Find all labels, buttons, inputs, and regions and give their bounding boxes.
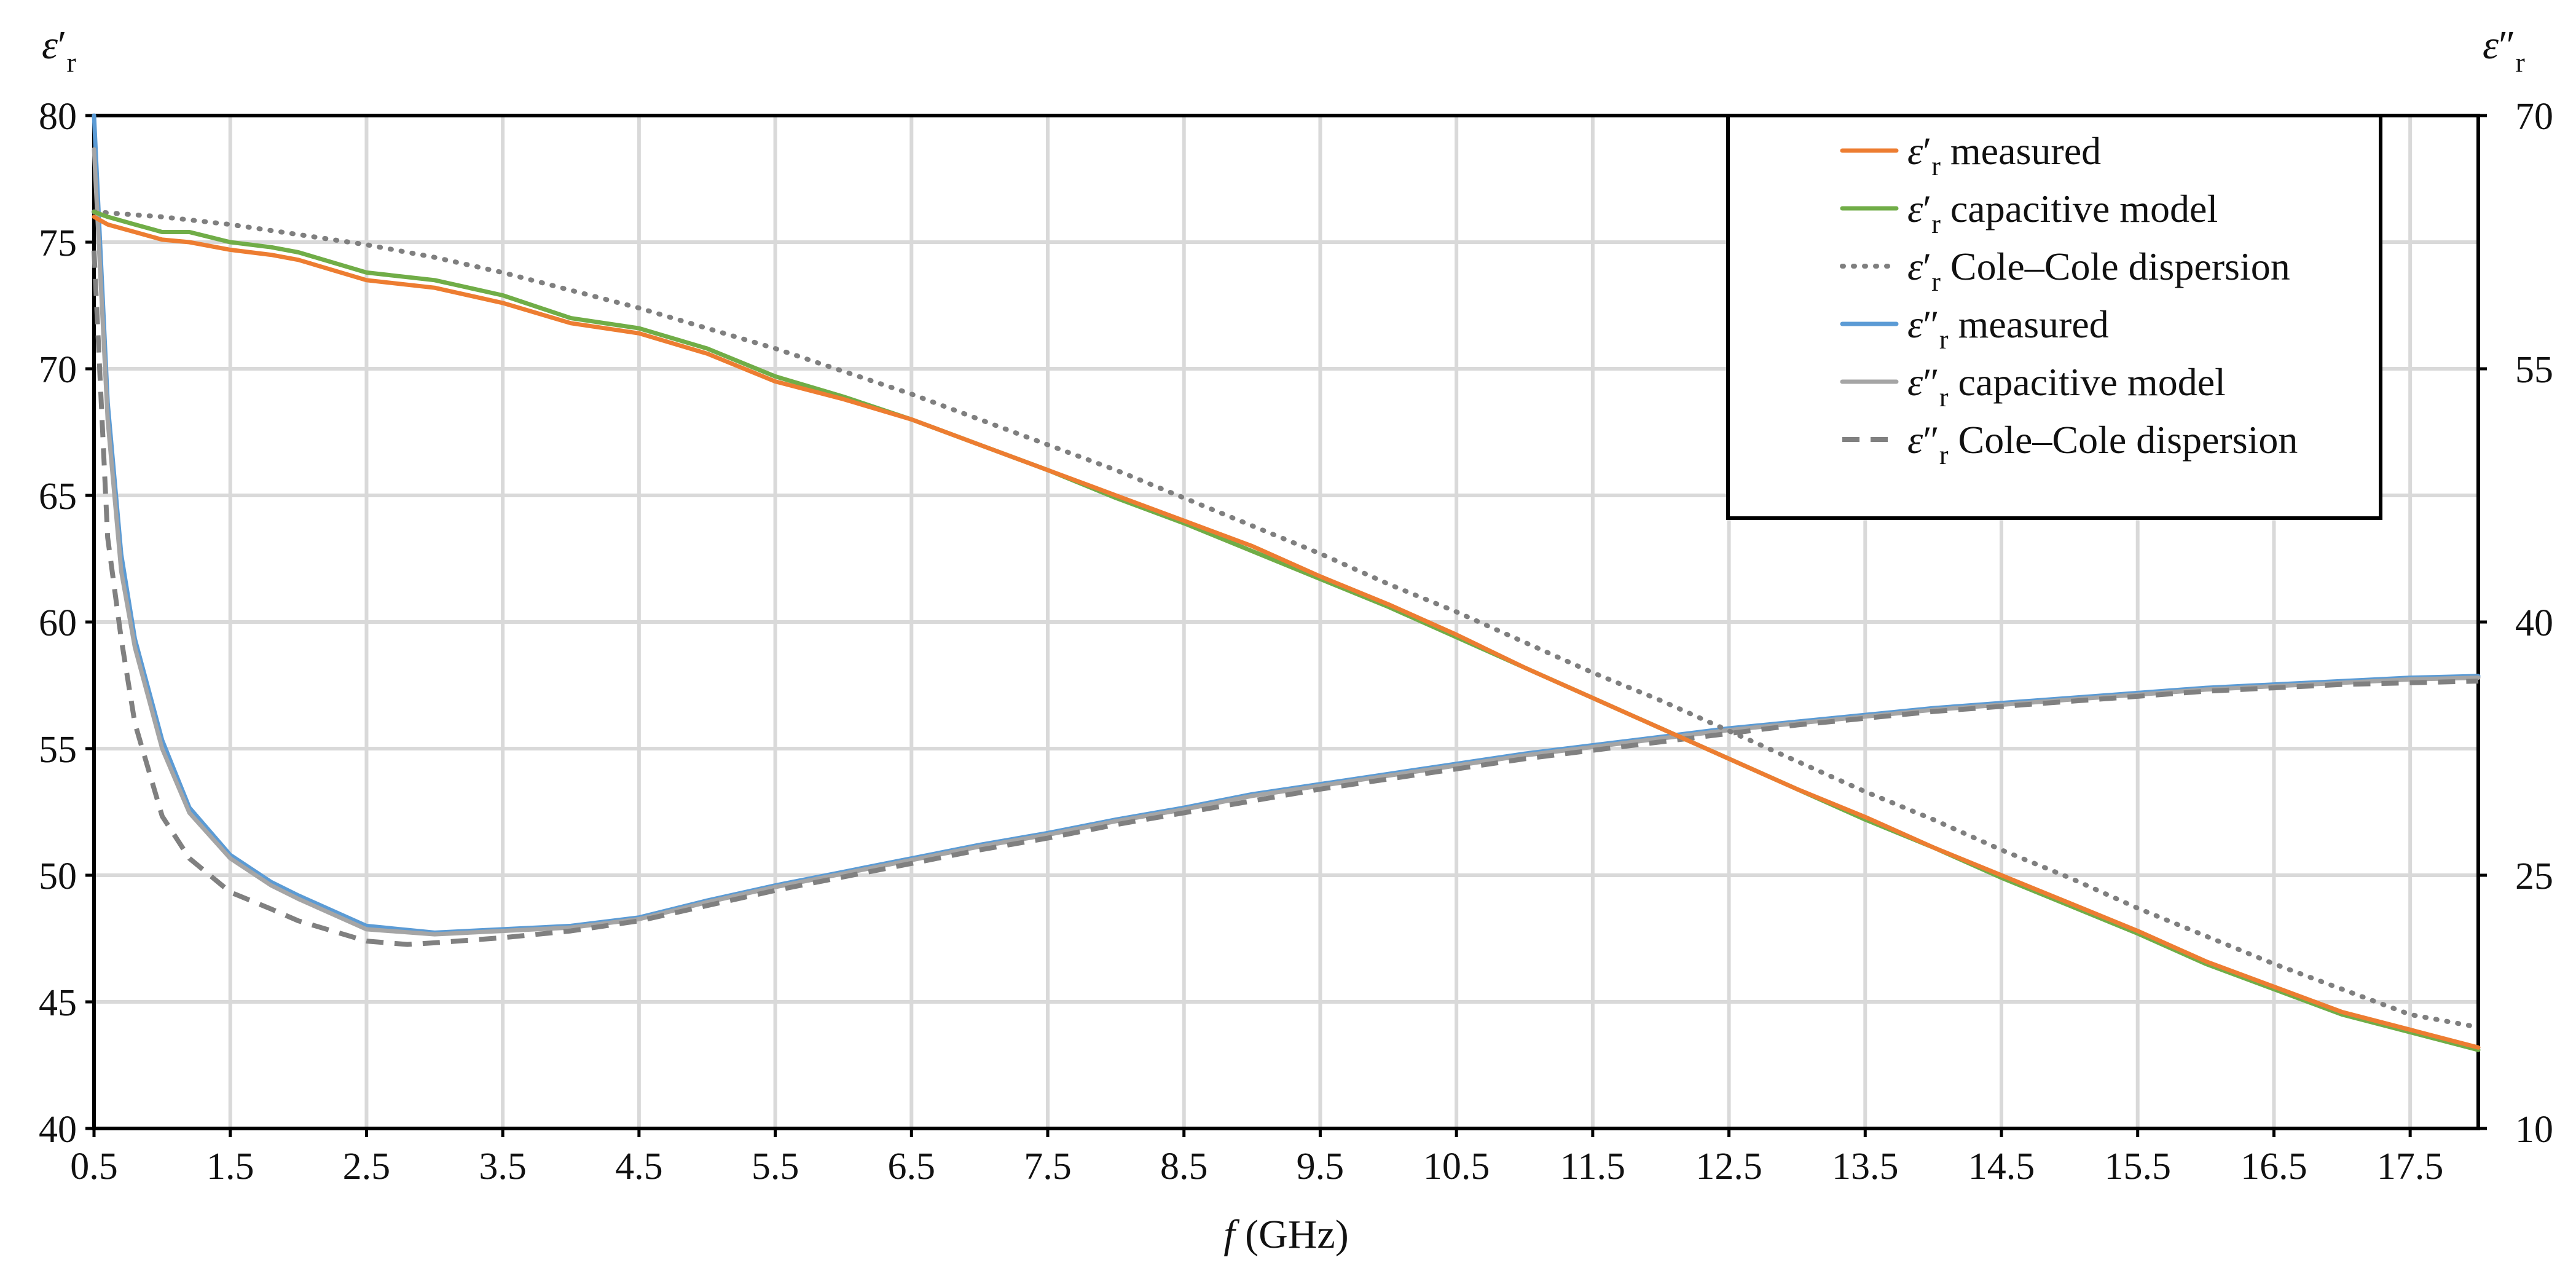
x-tick-label: 9.5: [1297, 1146, 1345, 1187]
legend-label-eps1-measured: ε′r measured: [1907, 129, 2101, 181]
x-tick-label: 8.5: [1160, 1146, 1208, 1187]
x-tick-label: 1.5: [206, 1146, 254, 1187]
x-tick-labels: 0.5 1.5 2.5 3.5 4.5 5.5 6.5 7.5 8.5 9.5 10.5 11.5 12…: [70, 1146, 2443, 1187]
legend-label-eps1-capacitive: ε′r capacitive model: [1907, 187, 2218, 239]
x-tick-label: 15.5: [2104, 1146, 2171, 1187]
x-tick-label: 11.5: [1560, 1146, 1625, 1187]
y-right-tick-label: 40: [2515, 602, 2553, 644]
legend-box: [1726, 114, 2382, 520]
legend-label-eps1-colecole: ε′r Cole–Cole dispersion: [1907, 245, 2290, 297]
y-left-tick-label: 65: [39, 476, 77, 518]
series-line-eps1-colecole: [92, 209, 2481, 1030]
series-line-eps2-colecole: [92, 250, 2479, 947]
x-tick-label: 10.5: [1423, 1146, 1490, 1187]
y-left-tick-labels: 40 45 50 55 60 65 70 75 80: [39, 96, 77, 1151]
x-tick-label: 12.5: [1695, 1146, 1762, 1187]
series-lines: [92, 113, 2481, 1052]
y-right-axis-label: ε″r: [2483, 23, 2525, 78]
x-tick-label: 3.5: [479, 1146, 527, 1187]
y-left-tick-label: 45: [39, 982, 77, 1024]
y-left-tick-label: 80: [39, 96, 77, 138]
x-tick-label: 7.5: [1024, 1146, 1072, 1187]
y-right-tick-label: 10: [2515, 1109, 2553, 1151]
y-left-tick-label: 40: [39, 1109, 77, 1151]
x-tick-label: 16.5: [2240, 1146, 2307, 1187]
y-left-tick-label: 50: [39, 856, 77, 897]
legend: ε′r measured ε′r capacitive model ε′r Cole…: [1726, 114, 2382, 520]
x-tick-label: 6.5: [888, 1146, 936, 1187]
x-tick-label: 17.5: [2377, 1146, 2444, 1187]
y-left-tick-label: 75: [39, 222, 77, 264]
y-left-tick-label: 55: [39, 729, 77, 771]
y-left-axis-label: ε′r: [42, 23, 76, 78]
y-right-tick-label: 70: [2515, 96, 2553, 138]
y-right-tick-label: 25: [2515, 856, 2553, 897]
y-right-tick-label: 55: [2515, 349, 2553, 391]
y-left-tick-label: 70: [39, 349, 77, 391]
x-tick-label: 13.5: [1832, 1146, 1899, 1187]
x-tick-label: 14.5: [1968, 1146, 2035, 1187]
x-tick-label: 0.5: [70, 1146, 118, 1187]
legend-label-eps2-capacitive: ε″r capacitive model: [1907, 360, 2226, 412]
y-right-tick-labels: 10 25 40 55 70: [2515, 96, 2553, 1151]
x-tick-label: 5.5: [752, 1146, 799, 1187]
legend-label-eps2-colecole: ε″r Cole–Cole dispersion: [1907, 418, 2298, 470]
legend-label-eps2-measured: ε″r measured: [1907, 302, 2109, 355]
series-line-eps1-measured: [92, 215, 2481, 1050]
x-tick-label: 2.5: [343, 1146, 391, 1187]
axis-ticks: [85, 114, 2487, 1137]
series-line-eps1-capacitive: [92, 210, 2481, 1052]
y-left-tick-label: 60: [39, 602, 77, 644]
x-axis-label: f (GHz): [1223, 1212, 1348, 1257]
x-tick-label: 4.5: [615, 1146, 663, 1187]
